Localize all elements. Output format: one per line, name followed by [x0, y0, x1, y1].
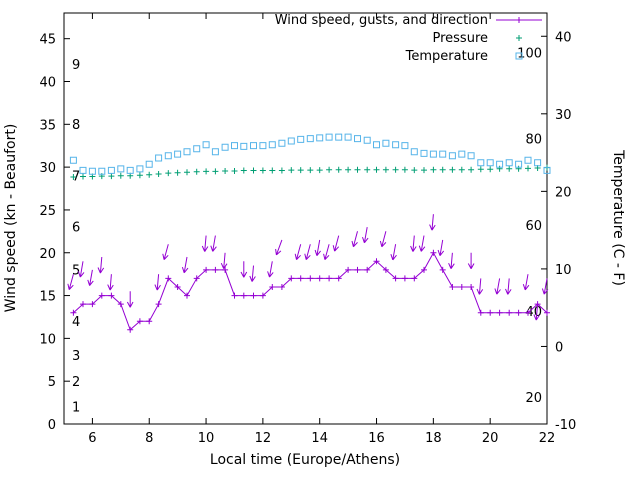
right-tick-label: 20: [555, 185, 572, 200]
beaufort-label: 8: [72, 118, 80, 133]
fahrenheit-label: 40: [525, 305, 542, 320]
right-tick-label: 40: [555, 30, 572, 45]
x-tick-label: 18: [425, 431, 442, 446]
temperature-series: [69, 133, 551, 175]
right-tick-label: 10: [555, 263, 572, 278]
axis-labels: Wind speed (kn - Beaufort) Temperature (…: [3, 124, 626, 468]
left-tick-label: 15: [39, 290, 56, 305]
fahrenheit-label: 100: [517, 46, 542, 61]
fahrenheit-scale-labels: 20 40 60 80 100: [517, 46, 542, 406]
left-tick-label: 25: [39, 204, 56, 219]
beaufort-label: 4: [72, 315, 80, 330]
right-axis-ticks: -10 0 10 20 30 40: [541, 30, 576, 433]
legend-label-temperature: Temperature: [405, 49, 488, 64]
fahrenheit-label: 60: [525, 219, 542, 234]
left-axis-ticks: 0 5 10 15 20 25 30 35 40 45: [39, 33, 70, 433]
beaufort-label: 2: [72, 375, 80, 390]
x-tick-label: 8: [145, 431, 153, 446]
right-tick-label: 30: [555, 108, 572, 123]
fahrenheit-label: 80: [525, 133, 542, 148]
beaufort-label: 9: [72, 58, 80, 73]
left-tick-label: 45: [39, 33, 56, 48]
left-axis-label: Wind speed (kn - Beaufort): [3, 124, 19, 313]
x-tick-label: 14: [311, 431, 328, 446]
left-tick-label: 0: [48, 418, 56, 433]
beaufort-label: 5: [72, 263, 80, 278]
plot-area: 6 8 10 12 14 16 18 20 22051015202530354045-10010…: [39, 12, 576, 446]
left-tick-label: 30: [39, 161, 56, 176]
wind-gust-direction-arrows: [67, 214, 549, 321]
left-tick-label: 40: [39, 76, 56, 91]
plot-border: [63, 12, 548, 425]
x-axis-ticks: 6 8 10 12 14 16 18 20 22: [88, 13, 555, 446]
x-tick-label: 16: [368, 431, 385, 446]
wind-speed-series: [70, 249, 550, 333]
right-tick-label: 0: [555, 340, 563, 355]
x-tick-label: 10: [198, 431, 215, 446]
right-tick-label: -10: [555, 418, 576, 433]
left-tick-label: 10: [39, 332, 56, 347]
beaufort-label: 6: [72, 221, 80, 236]
left-tick-label: 35: [39, 118, 56, 133]
x-tick-label: 20: [482, 431, 499, 446]
beaufort-label: 3: [72, 349, 80, 364]
left-tick-label: 20: [39, 247, 56, 262]
right-axis-label: Temperature (C - F): [610, 149, 626, 286]
legend-markers: [496, 17, 542, 60]
x-tick-label: 6: [88, 431, 96, 446]
legend: Wind speed, gusts, and direction Pressur…: [275, 13, 488, 64]
beaufort-label: 1: [72, 400, 80, 415]
legend-label-pressure: Pressure: [432, 31, 488, 46]
x-axis-label: Local time (Europe/Athens): [210, 452, 400, 468]
x-tick-label: 12: [255, 431, 272, 446]
left-tick-label: 5: [48, 375, 56, 390]
legend-label-wind: Wind speed, gusts, and direction: [275, 13, 488, 28]
pressure-series: [70, 164, 550, 180]
fahrenheit-label: 20: [525, 391, 542, 406]
x-tick-label: 22: [539, 431, 556, 446]
